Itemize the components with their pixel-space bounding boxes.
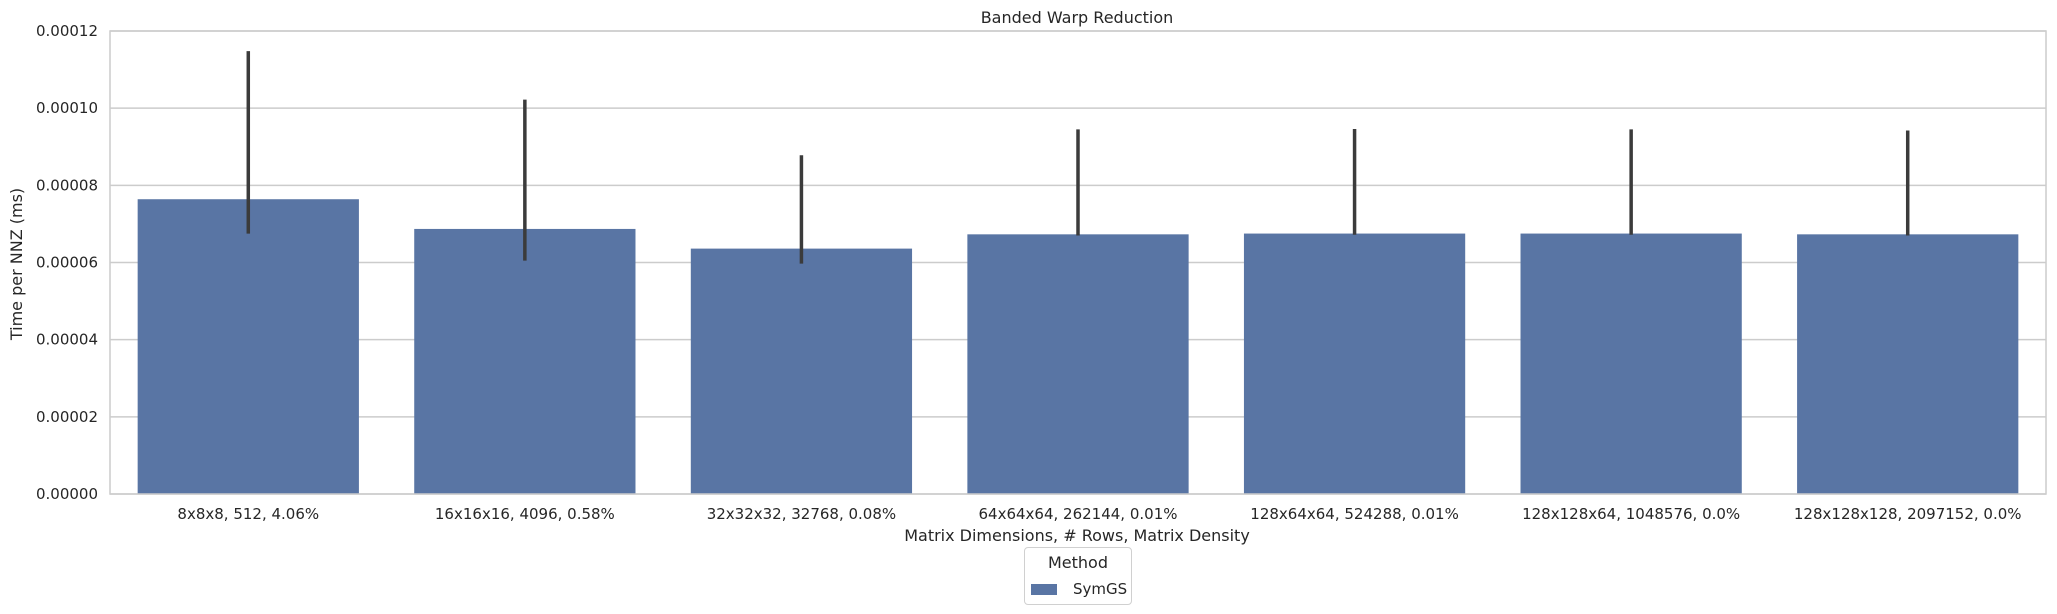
legend: Method SymGS [1024,547,1132,605]
bar [1243,233,1466,494]
legend-swatch [1031,584,1057,595]
y-tick-labels: 0.00000 0.00002 0.00004 0.00006 0.00008 0.000… [36,22,98,503]
x-tick-label: 32x32x32, 32768, 0.08% [707,505,896,523]
legend-label: SymGS [1073,580,1128,598]
y-tick-label: 0.00010 [36,99,98,117]
x-tick-label: 128x128x128, 2097152, 0.0% [1794,505,2022,523]
bars-group [137,199,2019,494]
bar [414,228,636,494]
legend-title: Method [1047,553,1108,572]
y-tick-label: 0.00012 [36,22,98,40]
x-tick-label: 16x16x16, 4096, 0.58% [435,505,615,523]
y-tick-label: 0.00008 [36,176,98,194]
error-bars-group [246,51,1910,264]
bar [967,234,1189,494]
y-tick-label: 0.00000 [36,485,98,503]
bar [137,199,359,494]
y-tick-label: 0.00006 [36,254,98,272]
x-tick-label: 64x64x64, 262144, 0.01% [979,505,1178,523]
bar [690,248,913,494]
x-tick-label: 128x128x64, 1048576, 0.0% [1522,505,1740,523]
x-tick-labels: 8x8x8, 512, 4.06% 16x16x16, 4096, 0.58% 32… [177,505,2021,523]
plot-frame [109,30,2047,495]
y-axis-label: Time per NNZ (ms) [7,188,26,341]
y-tick-label: 0.00004 [36,331,98,349]
bar [1797,234,2019,494]
y-tick-label: 0.00002 [36,408,98,426]
bar [1520,233,1742,494]
chart-title: Banded Warp Reduction [981,8,1174,27]
x-axis-label: Matrix Dimensions, # Rows, Matrix Densit… [904,526,1250,545]
x-tick-label: 8x8x8, 512, 4.06% [177,505,319,523]
x-tick-label: 128x64x64, 524288, 0.01% [1250,505,1459,523]
